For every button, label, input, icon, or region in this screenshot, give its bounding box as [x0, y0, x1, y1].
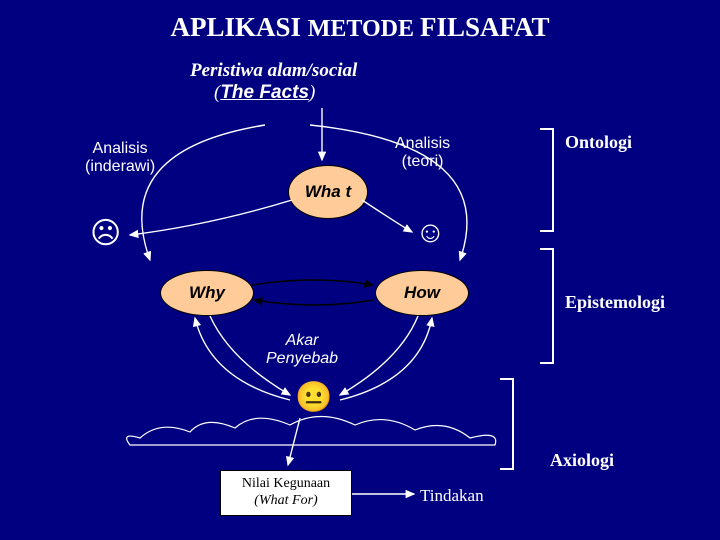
title-part-b: METODE — [308, 16, 420, 42]
neutral-face-icon: 😐 — [295, 380, 332, 415]
label-akar-penyebab: Akar Penyebab — [266, 332, 338, 367]
happy-face-icon: ☺ — [415, 216, 446, 250]
subtitle-peristiwa: Peristiwa alam/social — [190, 60, 357, 82]
node-what: Wha t — [288, 165, 368, 219]
title-part-a: APLIKASI — [170, 12, 307, 42]
label-analisis-inderawi-l1: Analisis — [93, 140, 148, 157]
title-part-c: FILSAFAT — [420, 12, 550, 42]
subtitle-facts: (The Facts) — [214, 82, 315, 104]
subtitle-facts-paren-close: ) — [309, 82, 315, 103]
label-epistemologi: Epistemologi — [565, 292, 665, 313]
label-analisis-teori: Analisis (teori) — [395, 135, 450, 172]
sad-face-icon: ☹ — [90, 216, 121, 251]
bracket-ontologi — [540, 128, 554, 232]
label-akar-l2: Penyebab — [266, 350, 338, 367]
label-analisis-inderawi: Analisis (inderawi) — [85, 140, 155, 177]
node-why: Why — [160, 270, 254, 316]
node-how-label: How — [404, 283, 440, 303]
node-nilai-kegunaan: Nilai Kegunaan (What For) — [220, 470, 352, 516]
node-nilai-l2: (What For) — [221, 493, 351, 510]
bracket-axiologi — [500, 378, 514, 470]
label-tindakan: Tindakan — [420, 486, 484, 506]
page-title: APLIKASI METODE FILSAFAT — [0, 12, 720, 43]
label-ontologi: Ontologi — [565, 132, 632, 153]
node-what-label: Wha t — [305, 182, 351, 202]
label-analisis-teori-l2: (teori) — [402, 153, 444, 170]
subtitle-facts-text: The Facts — [220, 82, 309, 103]
label-analisis-teori-l1: Analisis — [395, 135, 450, 152]
label-akar-l1: Akar — [286, 332, 319, 349]
bracket-epistemologi — [540, 248, 554, 364]
node-why-label: Why — [189, 283, 225, 303]
node-how: How — [375, 270, 469, 316]
label-analisis-inderawi-l2: (inderawi) — [85, 158, 155, 175]
node-nilai-l1: Nilai Kegunaan — [221, 476, 351, 493]
label-axiologi: Axiologi — [550, 450, 614, 471]
